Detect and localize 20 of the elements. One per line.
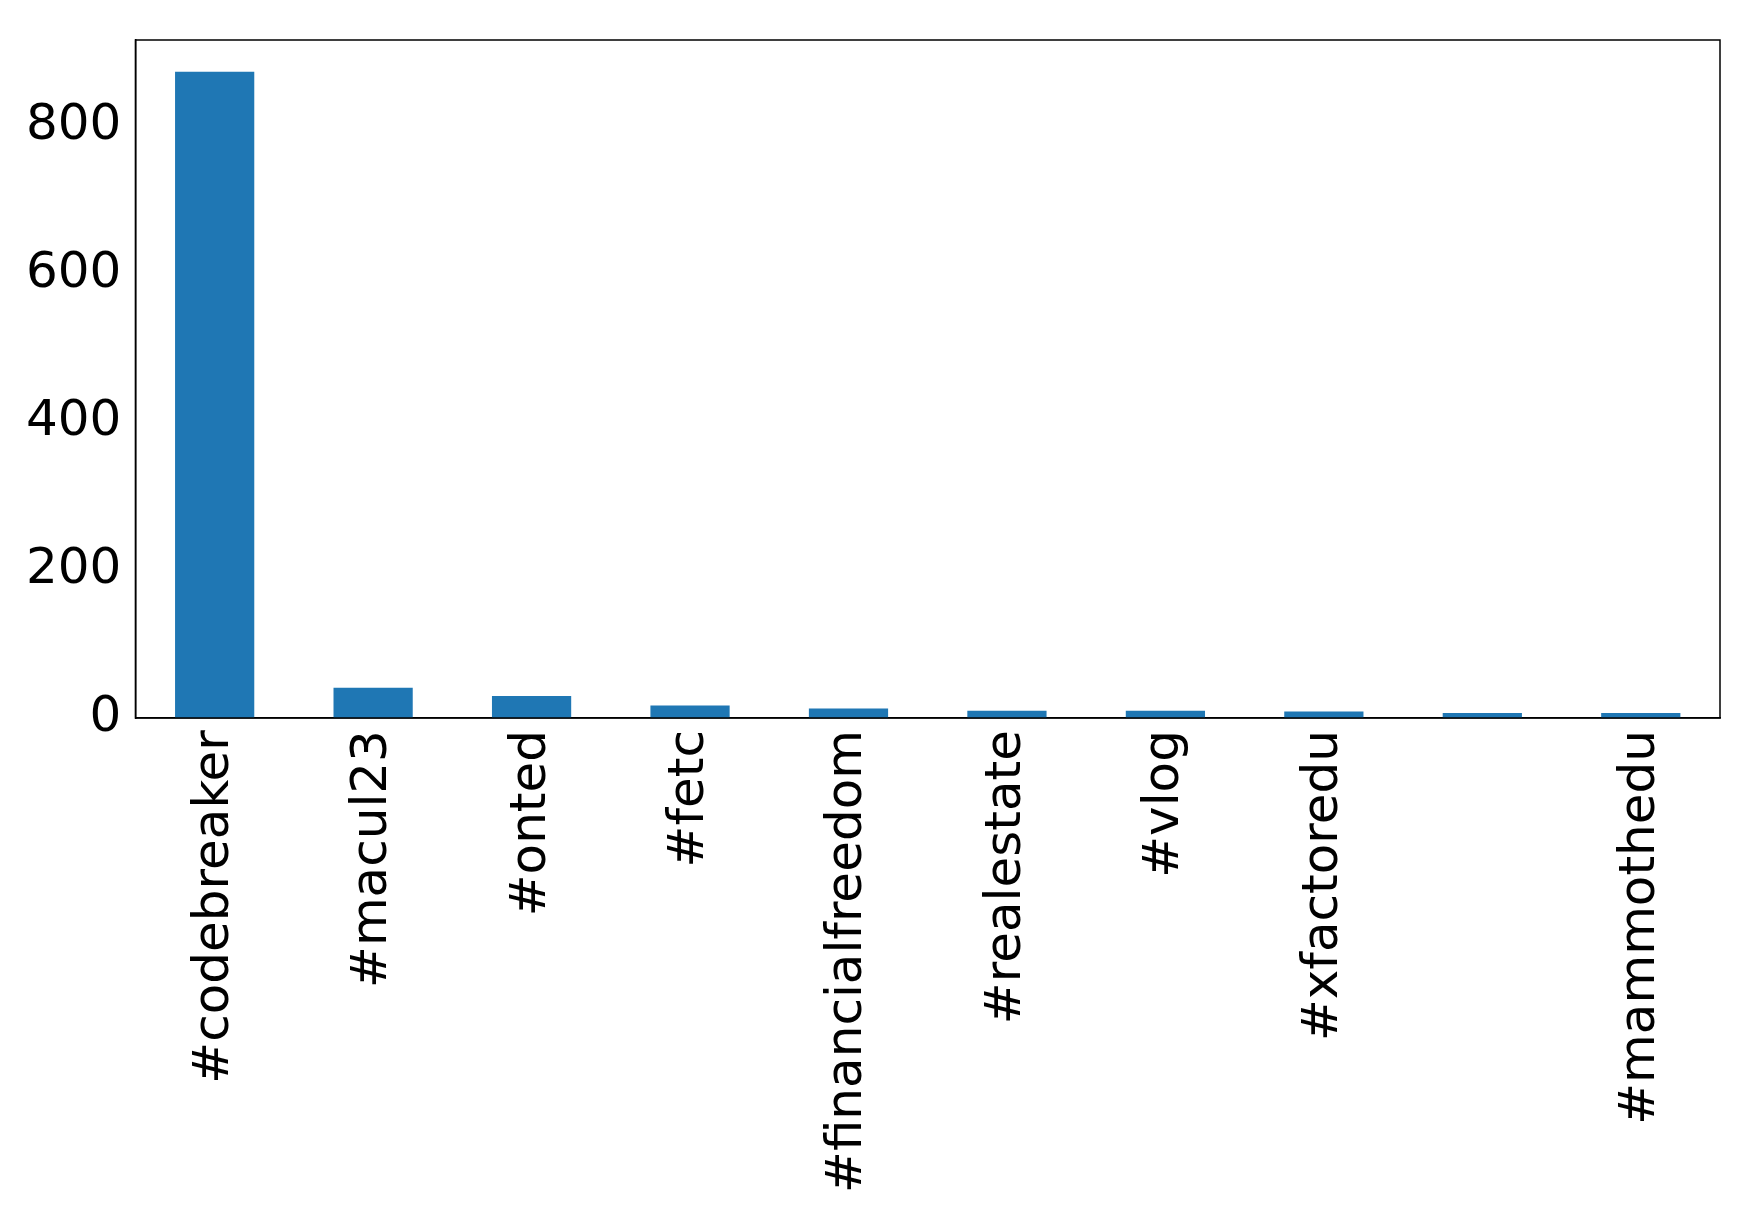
y-tick-label: 0	[89, 685, 122, 744]
x-tick-label: #fetc	[657, 730, 716, 868]
x-tick-label: #mammothedu	[1607, 730, 1666, 1125]
y-tick-label: 400	[26, 389, 122, 448]
x-tick-label: #macul23	[340, 730, 399, 988]
bar	[1284, 711, 1364, 719]
x-tick-label: #onted	[498, 730, 557, 917]
x-tick-label: #xfactoredu	[1290, 730, 1349, 1042]
x-tick-label: #realestate	[973, 730, 1032, 1025]
x-tick-label: #vlog	[1132, 730, 1191, 878]
y-tick-label: 200	[26, 537, 122, 596]
bar	[650, 705, 730, 719]
bar	[491, 695, 572, 719]
bar	[175, 71, 255, 719]
bar	[808, 708, 889, 719]
y-tick-label: 800	[26, 93, 122, 152]
y-tick-label: 600	[26, 241, 122, 300]
x-tick-label: #financialfreedom	[815, 730, 874, 1194]
bar	[333, 687, 413, 719]
x-tick-label: #codebreaker	[181, 729, 240, 1084]
